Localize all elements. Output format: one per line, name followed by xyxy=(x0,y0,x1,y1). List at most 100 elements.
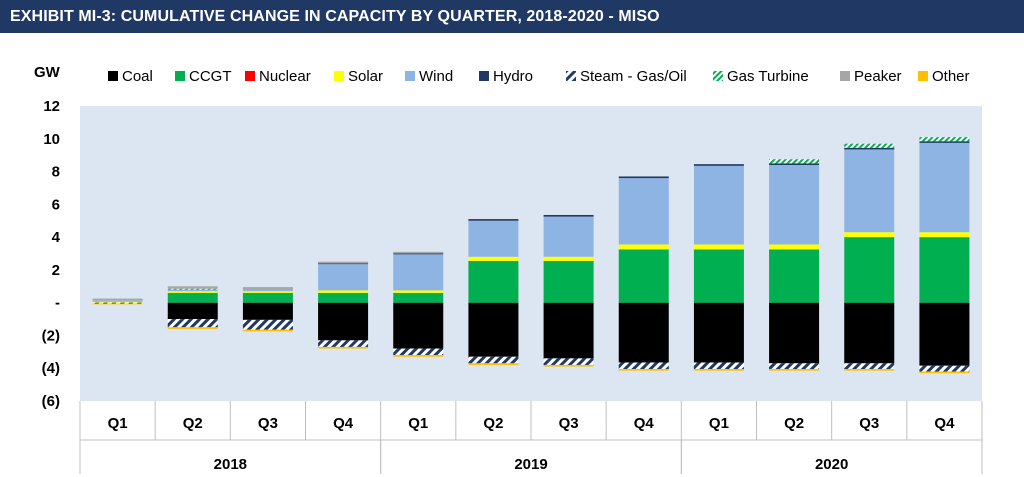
bar-segment-hydro xyxy=(393,253,444,255)
year-group-label: 2019 xyxy=(514,456,547,473)
exhibit-title: EXHIBIT MI-3: CUMULATIVE CHANGE IN CAPAC… xyxy=(10,8,660,25)
bar-stacks xyxy=(92,137,970,374)
bar-segment-solar xyxy=(393,290,444,293)
bar-segment-coal xyxy=(844,302,895,364)
legend-label: Other xyxy=(932,68,970,85)
legend-swatch xyxy=(840,71,850,81)
y-tick-label: (4) xyxy=(42,360,60,377)
legend-label: CCGT xyxy=(189,68,232,85)
x-tick-label: Q2 xyxy=(183,415,203,432)
legend-label: Wind xyxy=(419,68,453,85)
bar-segment-other xyxy=(693,369,744,371)
bar-segment-coal xyxy=(769,302,820,364)
legend-label: Steam - Gas/Oil xyxy=(580,68,687,85)
bar-segment-solar xyxy=(693,244,744,250)
bar-segment-peaker xyxy=(318,261,369,264)
x-tick-label: Q4 xyxy=(634,415,655,432)
bar-segment-coal xyxy=(543,302,594,359)
legend-label: Peaker xyxy=(854,68,902,85)
bar-segment-wind xyxy=(92,300,143,302)
bar-segment-solar xyxy=(242,291,293,293)
year-group-label: 2020 xyxy=(815,456,848,473)
legend-swatch xyxy=(405,71,415,81)
exhibit-title-banner: EXHIBIT MI-3: CUMULATIVE CHANGE IN CAPAC… xyxy=(0,0,1024,33)
bar-segment-ccgt xyxy=(844,237,895,303)
legend-swatch xyxy=(175,71,185,81)
bar-segment-ccgt xyxy=(769,249,820,303)
legend-label: Nuclear xyxy=(259,68,311,85)
bar-segment-gas-turbine xyxy=(769,159,820,164)
bar-segment-other xyxy=(167,327,218,329)
bar-segment-hydro xyxy=(693,164,744,166)
bar-segment-steam-gas-oil xyxy=(769,363,820,370)
bar-segment-ccgt xyxy=(693,249,744,303)
bar-segment-wind xyxy=(693,165,744,245)
legend-swatch xyxy=(108,71,118,81)
bar-segment-wind xyxy=(167,289,218,292)
bar-segment-wind xyxy=(468,220,519,257)
bar-segment-steam-gas-oil xyxy=(393,348,444,356)
bar-segment-hydro xyxy=(919,141,970,143)
bar-segment-steam-gas-oil xyxy=(693,362,744,370)
x-axis: Q1 Q2 Q3 Q4 Q1 Q2 Q3 Q4 Q1 Q2 Q3 Q4 2018 2019 2020 xyxy=(79,401,983,474)
legend-swatch xyxy=(245,71,255,81)
x-tick-label: Q2 xyxy=(784,415,804,432)
bar-segment-other xyxy=(618,369,669,371)
bar-segment-hydro xyxy=(468,219,519,221)
x-tick-label: Q1 xyxy=(108,415,128,432)
bar-segment-hydro xyxy=(318,263,369,265)
bar-segment-wind xyxy=(393,254,444,291)
bar-segment-coal xyxy=(318,302,369,341)
bar-segment-wind xyxy=(318,264,369,291)
bar-segment-steam-gas-oil xyxy=(318,340,369,347)
y-tick-label: 8 xyxy=(52,164,60,181)
bar-segment-peaker xyxy=(92,298,143,301)
y-tick-label: (6) xyxy=(42,393,60,410)
x-tick-label: Q3 xyxy=(559,415,579,432)
bar-segment-other xyxy=(242,329,293,332)
x-tick-label: Q2 xyxy=(483,415,503,432)
bar-segment-coal xyxy=(468,302,519,357)
bar-segment-wind xyxy=(769,165,820,245)
legend-label: Coal xyxy=(122,68,153,85)
bar-segment-steam-gas-oil xyxy=(468,356,519,364)
x-tick-label: Q4 xyxy=(934,415,955,432)
bar-segment-coal xyxy=(393,302,444,349)
y-tick-label: (2) xyxy=(42,327,60,344)
x-tick-label: Q1 xyxy=(709,415,729,432)
y-tick-label: 6 xyxy=(52,196,60,213)
bar-segment-wind xyxy=(618,178,669,245)
bar-segment-gas-turbine xyxy=(919,137,970,142)
bar-segment-solar xyxy=(92,301,143,303)
bar-segment-solar xyxy=(468,256,519,261)
bar-segment-ccgt xyxy=(468,260,519,303)
x-tick-label: Q1 xyxy=(408,415,428,432)
bar-segment-coal xyxy=(167,302,218,320)
legend-label: Solar xyxy=(348,68,383,85)
bar-segment-steam-gas-oil xyxy=(242,319,293,330)
bar-segment-wind xyxy=(919,142,970,233)
bar-segment-solar xyxy=(618,244,669,250)
bar-segment-ccgt xyxy=(393,292,444,303)
legend: Coal CCGT Nuclear Solar Wind Hydro Steam - Gas… xyxy=(108,68,970,85)
legend-swatch xyxy=(918,71,928,81)
bar-segment-peaker xyxy=(167,286,218,289)
bar-segment-other xyxy=(318,346,369,349)
bar-segment-ccgt xyxy=(618,249,669,303)
bar-segment-other xyxy=(468,363,519,365)
y-tick-label: 10 xyxy=(43,131,60,148)
bar-segment-other xyxy=(92,303,143,305)
bar-segment-solar xyxy=(919,232,970,238)
bar-segment-steam-gas-oil xyxy=(844,363,895,370)
bar-segment-wind xyxy=(242,289,293,292)
bar-segment-solar xyxy=(769,244,820,250)
bar-segment-ccgt xyxy=(919,237,970,303)
bar-segment-ccgt xyxy=(543,260,594,303)
bar-segment-peaker xyxy=(242,287,293,290)
bar-segment-other xyxy=(543,364,594,367)
bar-segment-steam-gas-oil xyxy=(543,358,594,365)
bar-segment-hydro xyxy=(844,147,895,150)
bar-segment-solar xyxy=(318,290,369,293)
x-tick-label: Q3 xyxy=(258,415,278,432)
bar-segment-gas-turbine xyxy=(844,143,895,148)
